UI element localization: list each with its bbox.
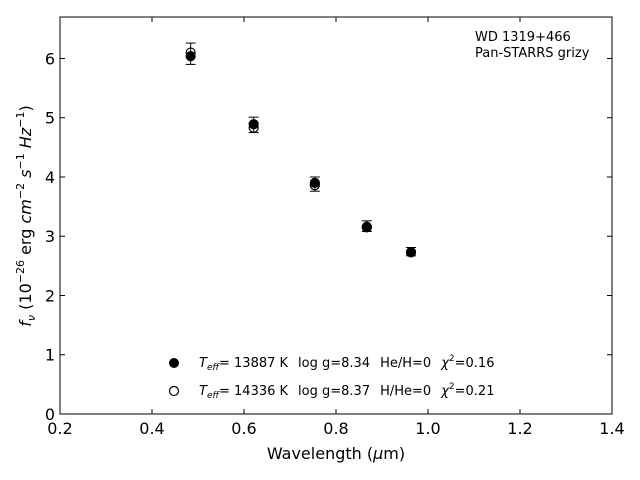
legend-1-logg: log g=8.34 <box>298 356 370 371</box>
model-point-open <box>309 180 320 191</box>
legend-2-teff-sub: eff <box>207 391 221 401</box>
y-tick-label: 4 <box>45 168 55 187</box>
y-tick-label: 1 <box>45 346 55 365</box>
x-tick-label: 0.6 <box>231 419 256 438</box>
model-point-filled <box>248 119 259 130</box>
annotation-line-1: WD 1319+466 <box>475 30 571 45</box>
legend-1-teff-symbol: T <box>199 356 208 371</box>
x-tick-label: 1.4 <box>599 419 624 438</box>
model-point-open <box>185 47 196 58</box>
x-tick-label: 1.0 <box>415 419 440 438</box>
x-ticks: 0.2 0.4 0.6 0.8 1.0 1.2 1.4 <box>47 17 625 438</box>
x-tick-label: 1.2 <box>507 419 532 438</box>
x-tick-label: 0.8 <box>323 419 348 438</box>
legend-1-chi-sup: 2 <box>449 354 455 364</box>
legend-marker-open <box>168 385 180 397</box>
y-axis-label: fν (10−26 erg cm−2 s−1 Hz−1) <box>14 105 38 326</box>
annotation-line-2: Pan-STARRS grizy <box>475 46 590 61</box>
model-point-open <box>248 122 259 133</box>
x-tick-label: 0.4 <box>139 419 164 438</box>
legend-2-teff-value: = 14336 K <box>219 384 289 399</box>
model-point-filled <box>185 51 196 62</box>
legend-1-teff-value: = 13887 K <box>219 356 289 371</box>
legend-2-teff-symbol: T <box>199 384 208 399</box>
legend-2-chi-value: =0.21 <box>455 384 495 399</box>
model-point-open <box>405 247 417 258</box>
model-point-open <box>361 222 372 233</box>
legend-1-chi-value: =0.16 <box>455 356 495 371</box>
legend-2-chi-sup: 2 <box>449 382 455 392</box>
y-tick-label: 0 <box>45 405 55 424</box>
x-tick-label: 0.2 <box>47 419 72 438</box>
data-points <box>185 47 417 258</box>
y-tick-label: 5 <box>45 109 55 128</box>
legend-1-chi-symbol: χ <box>440 356 450 371</box>
legend-2-comp: H/He=0 <box>380 384 431 399</box>
legend-marker-filled <box>169 358 179 368</box>
legend-2-logg: log g=8.37 <box>298 384 370 399</box>
y-tick-label: 3 <box>45 227 55 246</box>
y-tick-label: 6 <box>45 49 55 68</box>
legend-entry-1: Teff= 13887 K log g=8.34 He/H=0 χ2=0.16 <box>199 354 494 373</box>
legend-1-comp: He/H=0 <box>380 356 431 371</box>
y-ticks: 0 1 2 3 4 5 6 <box>45 49 612 424</box>
plot-area <box>59 16 613 415</box>
legend-1-teff-sub: eff <box>207 363 221 373</box>
y-tick-label: 2 <box>45 286 55 305</box>
legend-entry-2: Teff= 14336 K log g=8.37 H/He=0 χ2=0.21 <box>199 382 494 401</box>
x-axis-label: Wavelength (μm) <box>267 444 405 463</box>
legend-2-chi-symbol: χ <box>440 384 450 399</box>
